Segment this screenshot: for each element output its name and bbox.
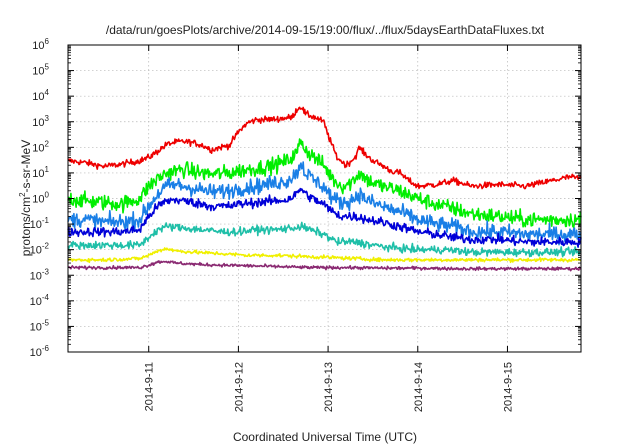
chart-title: /data/run/goesPlots/archive/2014-09-15/1… xyxy=(106,23,545,37)
x-axis-title: Coordinated Universal Time (UTC) xyxy=(233,430,417,444)
y-axis-title: protons/cm2-s-sr-MeV xyxy=(18,140,33,256)
series-line-4 xyxy=(67,187,582,248)
x-tick-label: 2014-9-13 xyxy=(323,362,335,412)
series-line-1 xyxy=(67,106,582,190)
y-tick-label: 106 xyxy=(32,37,49,52)
x-tick-label: 2014-9-12 xyxy=(233,362,245,412)
y-tick-label: 10-5 xyxy=(30,318,50,333)
series-line-3 xyxy=(67,161,582,246)
y-tick-label: 10-2 xyxy=(30,242,50,257)
y-tick-label: 102 xyxy=(32,139,49,154)
y-tick-label: 103 xyxy=(32,114,49,129)
series-line-7 xyxy=(67,260,582,272)
series-line-6 xyxy=(67,247,582,264)
y-tick-label: 101 xyxy=(32,165,49,180)
axis-ticks: 106 105 104 103 102 101 100 10-1 10-2 10-3 10-4 10-… xyxy=(30,37,581,412)
series-line-2 xyxy=(67,138,582,229)
series-layer xyxy=(67,106,582,272)
x-tick-label: 2014-9-11 xyxy=(144,362,156,411)
y-tick-label: 10-4 xyxy=(30,293,50,308)
y-tick-label: 105 xyxy=(32,63,49,78)
y-tick-label: 10-6 xyxy=(30,344,50,359)
y-tick-label: 10-1 xyxy=(30,216,50,231)
y-tick-label: 100 xyxy=(32,191,49,206)
x-tick-label: 2014-9-14 xyxy=(413,362,425,412)
grid-lines xyxy=(68,45,581,352)
series-line-5 xyxy=(67,221,582,258)
x-tick-label: 2014-9-15 xyxy=(502,362,514,412)
y-tick-label: 104 xyxy=(32,88,49,103)
y-tick-label: 10-3 xyxy=(30,267,50,282)
